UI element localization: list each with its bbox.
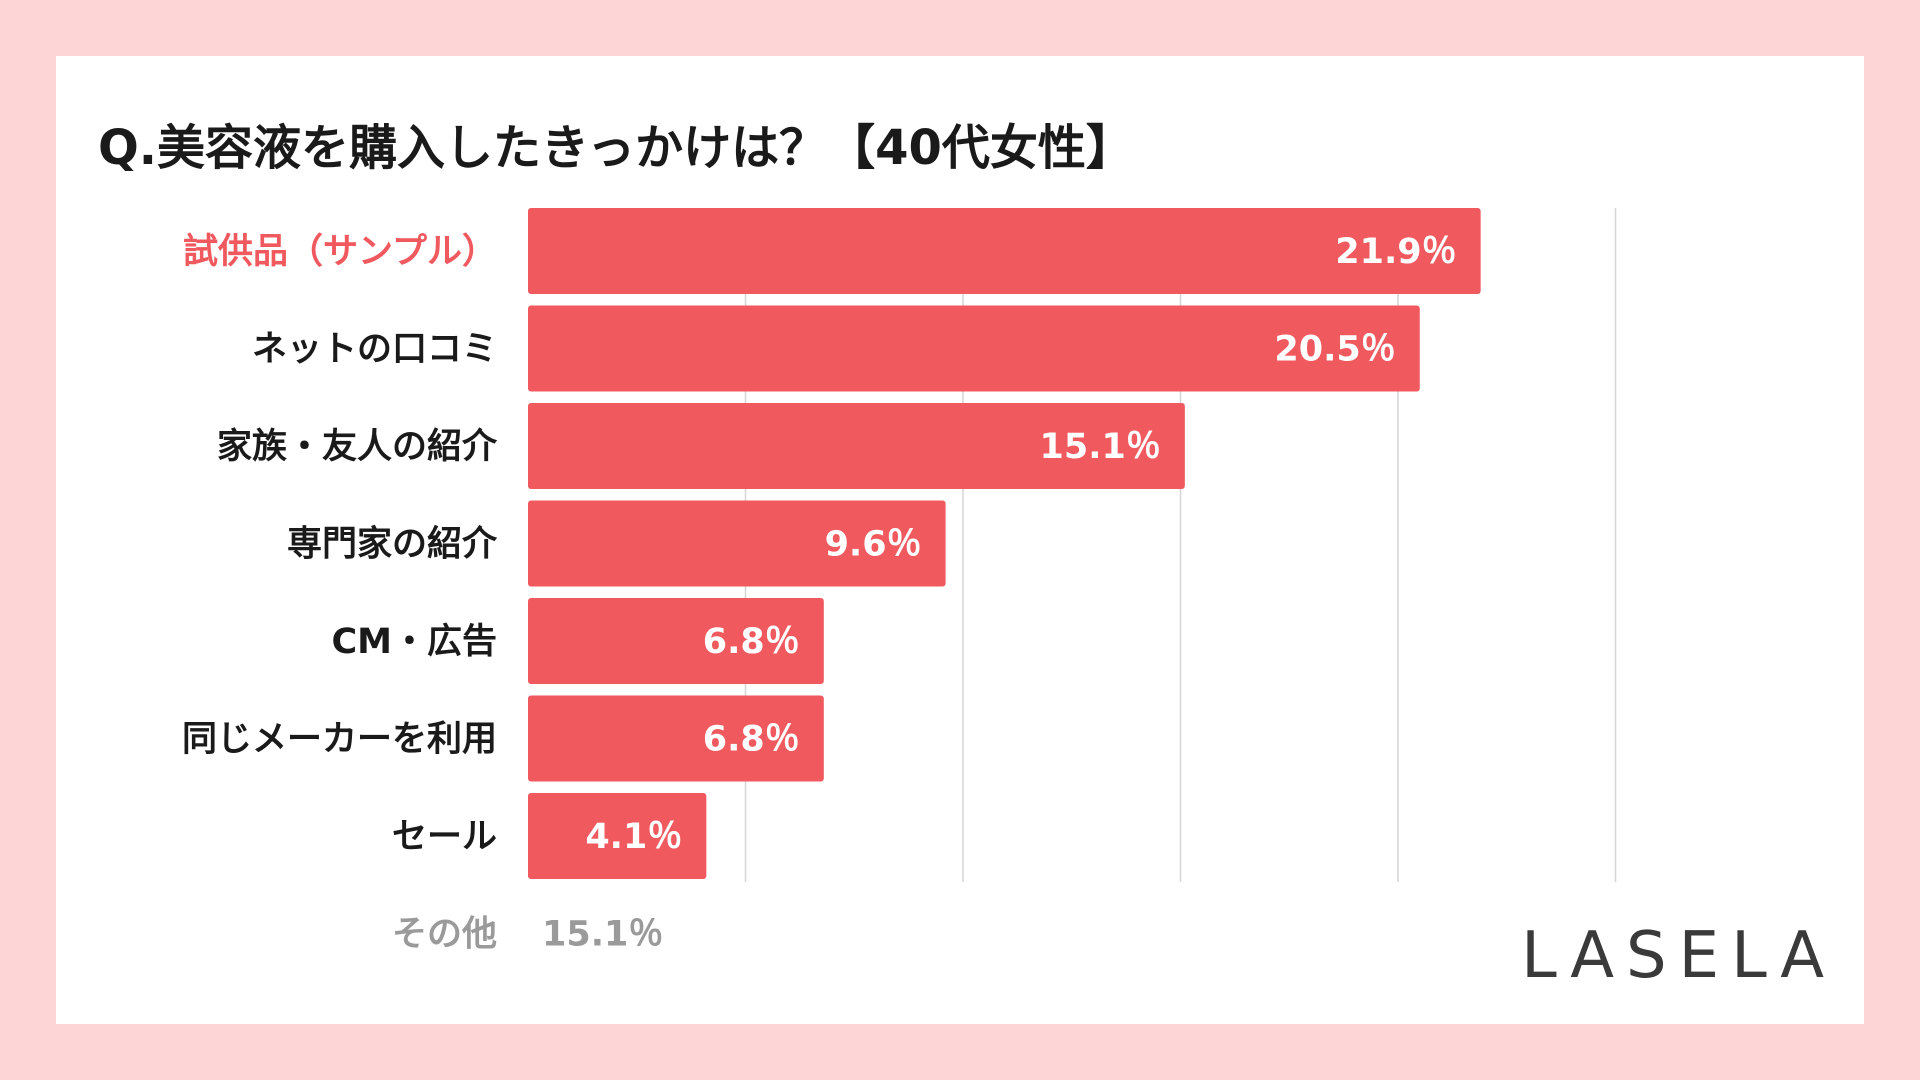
category-label: セール <box>392 817 497 857</box>
bar <box>528 500 946 587</box>
other-value-label: 15.1％ <box>542 915 663 955</box>
category-label: CM・広告 <box>331 622 497 662</box>
bar <box>528 403 1185 489</box>
value-label: 15.1％ <box>1039 427 1160 467</box>
bar <box>528 305 1420 392</box>
category-label: 同じメーカーを利用 <box>182 720 497 760</box>
value-label: 9.6％ <box>825 525 922 565</box>
bar <box>528 695 824 782</box>
category-label: 専門家の紹介 <box>287 525 498 565</box>
value-label: 6.8％ <box>703 720 800 760</box>
value-label: 4.1％ <box>585 817 682 857</box>
value-label: 20.5％ <box>1274 330 1395 370</box>
category-label: 家族・友人の紹介 <box>217 427 498 467</box>
value-label: 21.9％ <box>1335 232 1456 272</box>
bar <box>528 598 824 684</box>
bar <box>528 793 707 879</box>
value-label: 6.8％ <box>703 622 800 662</box>
brand-logo: LASELA <box>1521 919 1836 993</box>
category-label: ネットの口コミ <box>252 330 497 370</box>
other-category-label: その他 <box>392 915 497 955</box>
category-label: 試供品（サンプル） <box>183 232 497 272</box>
bar <box>528 208 1481 294</box>
chart-title: Q.美容液を購入したきっかけは？【40代女性】 <box>98 120 1134 176</box>
